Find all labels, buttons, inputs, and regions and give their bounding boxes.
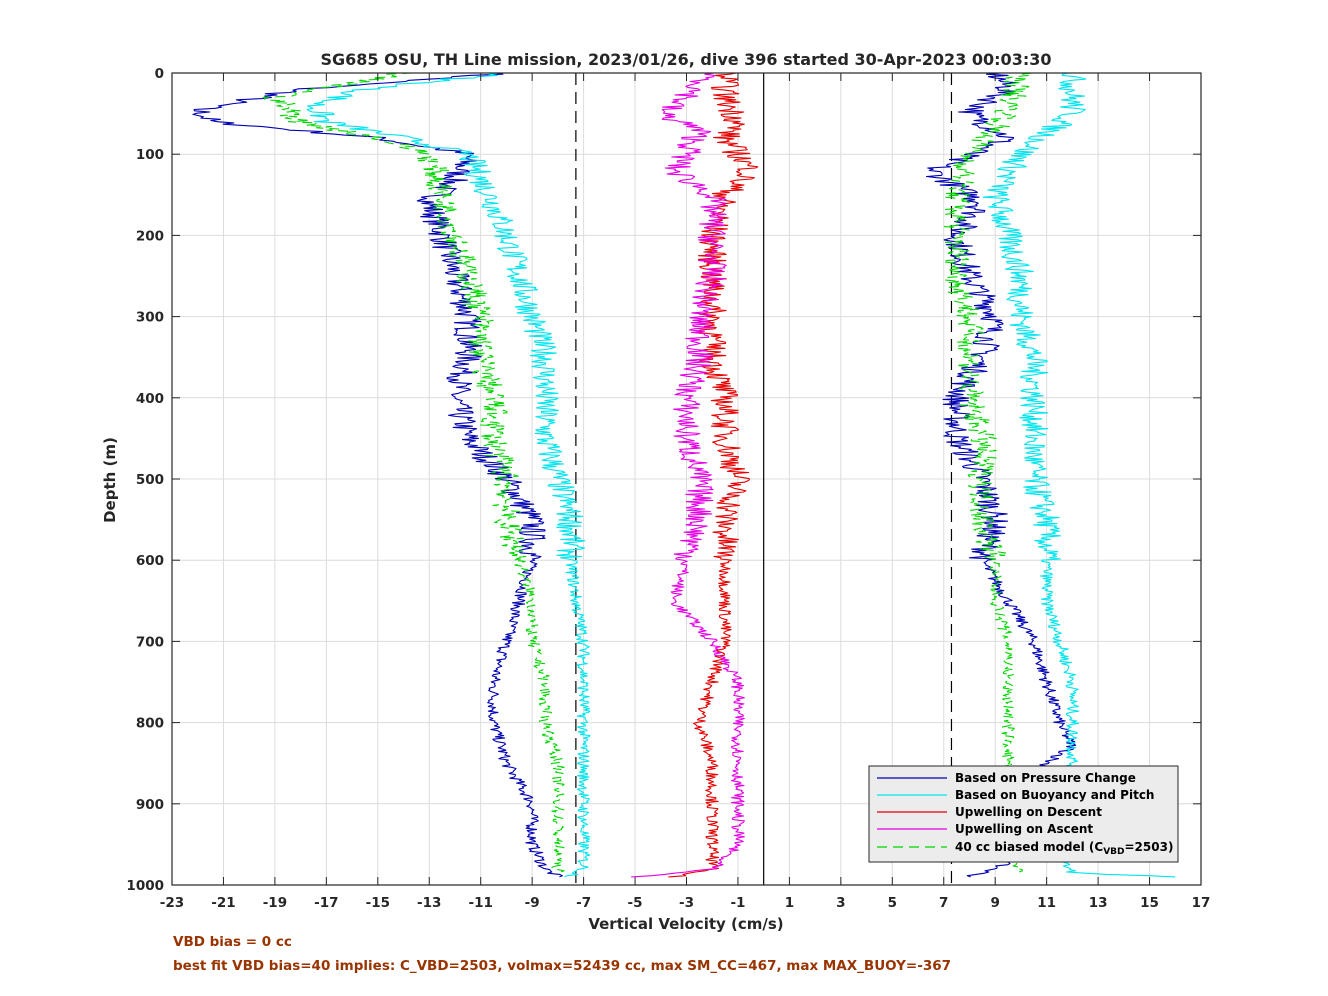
legend-label-buoyancy: Based on Buoyancy and Pitch (955, 788, 1154, 802)
x-tick-label: 7 (939, 895, 948, 911)
x-tick-label: -15 (366, 895, 390, 911)
y-axis-label: Depth (m) (101, 437, 119, 523)
legend: Based on Pressure Change Based on Buoyan… (868, 765, 1179, 863)
x-tick-label: -21 (211, 895, 235, 911)
axis-ticks (171, 72, 1202, 886)
best-fit-note: best fit VBD bias=40 implies: C_VBD=2503… (173, 958, 952, 974)
x-tick-label: -1 (730, 895, 745, 911)
series-line-upwelling_ascent (631, 72, 745, 878)
y-tick-label: 100 (136, 147, 164, 163)
legend-label-model-sub: VBD (1103, 847, 1124, 857)
x-tick-label: -9 (525, 895, 540, 911)
legend-label-model-end: =2503) (1125, 840, 1174, 854)
series-line-buoyancy_descent (306, 72, 591, 878)
x-tick-label: -23 (160, 895, 184, 911)
series-line-pressure_descent (192, 72, 563, 878)
x-axis-label: Vertical Velocity (cm/s) (588, 915, 783, 933)
x-tick-label: 1 (785, 895, 794, 911)
x-tick-label: -7 (576, 895, 591, 911)
chart-title: SG685 OSU, TH Line mission, 2023/01/26, … (321, 50, 1052, 69)
x-tick-label: -13 (417, 895, 441, 911)
legend-label-pressure: Based on Pressure Change (955, 771, 1136, 785)
y-tick-label: 500 (136, 472, 164, 488)
y-tick-labels: 0 100 200 300 400 500 600 700 800 900 1000 (126, 66, 164, 894)
plot-series (192, 72, 1176, 878)
vbd-bias-note: VBD bias = 0 cc (173, 934, 292, 950)
x-tick-label: -17 (314, 895, 338, 911)
y-tick-label: 0 (155, 66, 164, 82)
y-tick-label: 800 (136, 716, 164, 732)
series-line-model_ascent (941, 72, 1033, 873)
x-tick-label: -3 (679, 895, 694, 911)
series-line-model_descent (262, 72, 565, 873)
y-tick-label: 300 (136, 310, 164, 326)
legend-label-upwelling-ascent: Upwelling on Ascent (955, 822, 1093, 836)
x-tick-label: -11 (469, 895, 493, 911)
legend-box (868, 765, 1179, 863)
reference-lines (575, 73, 953, 885)
x-tick-label: 15 (1140, 895, 1159, 911)
y-tick-label: 1000 (126, 878, 164, 894)
x-tick-label: 3 (836, 895, 845, 911)
x-tick-label: 11 (1037, 895, 1056, 911)
x-tick-label: 13 (1089, 895, 1108, 911)
y-tick-label: 400 (136, 391, 164, 407)
x-tick-labels: -23 -21 -19 -17 -15 -13 -11 -9 -7 -5 -3 -1 1 3 5 7 9 11 13… (160, 895, 1211, 911)
series-line-pressure_ascent (925, 72, 1077, 878)
x-tick-label: 17 (1192, 895, 1211, 911)
legend-label-model: 40 cc biased model (CVBD=2503) (955, 840, 1173, 857)
y-tick-label: 200 (136, 228, 164, 244)
x-tick-label: -5 (628, 895, 643, 911)
x-tick-label: 9 (990, 895, 999, 911)
x-tick-label: -19 (263, 895, 287, 911)
y-tick-label: 600 (136, 553, 164, 569)
legend-label-upwelling-descent: Upwelling on Descent (955, 805, 1102, 819)
legend-label-model-main: 40 cc biased model (C (955, 840, 1103, 854)
grid-lines (171, 72, 1202, 886)
y-tick-label: 700 (136, 634, 164, 650)
y-tick-label: 900 (136, 797, 164, 813)
series-line-buoyancy_ascent (982, 72, 1176, 878)
series-line-upwelling_descent (668, 72, 759, 878)
x-tick-label: 5 (888, 895, 897, 911)
